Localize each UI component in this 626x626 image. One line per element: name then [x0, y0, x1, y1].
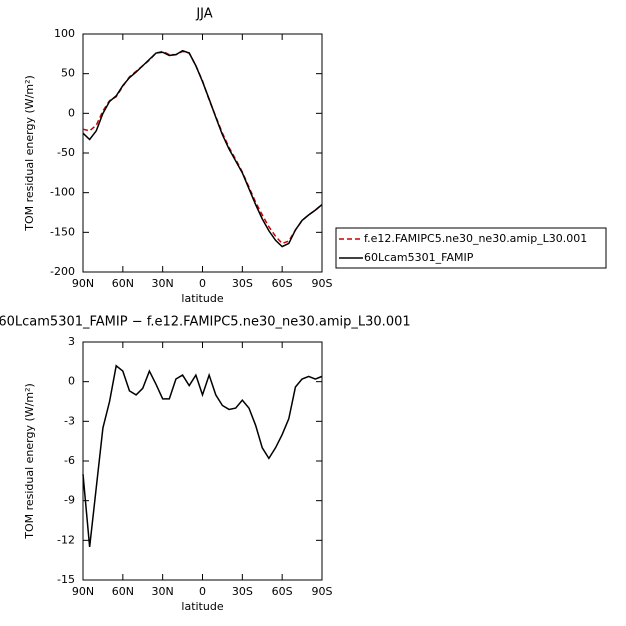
- plot-frame: [82, 341, 323, 581]
- y-tick-label: 50: [61, 67, 75, 80]
- y-tick-label: -15: [57, 573, 75, 586]
- x-tick-label: 60N: [112, 585, 134, 598]
- y-tick-label: 3: [68, 335, 75, 348]
- legend: f.e12.FAMIPC5.ne30_ne30.amip_L30.001 60Lc…: [335, 227, 607, 269]
- y-tick-label: -150: [50, 225, 75, 238]
- x-tick-label: 90N: [72, 585, 94, 598]
- chart-title: JJA: [195, 7, 212, 22]
- x-tick-label: 30S: [232, 277, 253, 290]
- y-tick-label: -3: [64, 414, 75, 427]
- legend-box: [335, 227, 607, 269]
- chart-title: 60Lcam5301_FAMIP − f.e12.FAMIPC5.ne30_ne…: [0, 315, 411, 330]
- y-tick-label: -100: [50, 186, 75, 199]
- x-tick-label: 90N: [72, 277, 94, 290]
- x-tick-label: 30N: [152, 277, 174, 290]
- x-axis-label: latitude: [181, 292, 223, 305]
- x-tick-label: 60N: [112, 277, 134, 290]
- x-tick-label: 90S: [312, 277, 333, 290]
- x-tick-label: 0: [199, 585, 206, 598]
- y-tick-label: 0: [68, 106, 75, 119]
- x-tick-label: 0: [199, 277, 206, 290]
- y-tick-label: 100: [54, 27, 75, 40]
- x-axis-label: latitude: [181, 600, 223, 613]
- y-tick-label: -200: [50, 265, 75, 278]
- legend-label: 60Lcam5301_FAMIP: [364, 251, 474, 264]
- x-tick-label: 30S: [232, 585, 253, 598]
- x-tick-label: 30N: [152, 585, 174, 598]
- x-tick-label: 60S: [272, 277, 293, 290]
- y-axis-label: TOM residual energy (W/m²): [23, 383, 36, 540]
- legend-label: f.e12.FAMIPC5.ne30_ne30.amip_L30.001: [364, 232, 587, 245]
- y-tick-label: -9: [64, 494, 75, 507]
- plot-frame: [82, 33, 323, 273]
- data-line: [82, 49, 323, 248]
- y-tick-label: -6: [64, 454, 75, 467]
- y-axis-label: TOM residual energy (W/m²): [23, 75, 36, 232]
- x-tick-label: 90S: [312, 585, 333, 598]
- data-line: [82, 364, 323, 548]
- y-tick-label: -50: [57, 146, 75, 159]
- y-tick-label: 0: [68, 375, 75, 388]
- x-tick-label: 60S: [272, 585, 293, 598]
- y-tick-label: -12: [57, 533, 75, 546]
